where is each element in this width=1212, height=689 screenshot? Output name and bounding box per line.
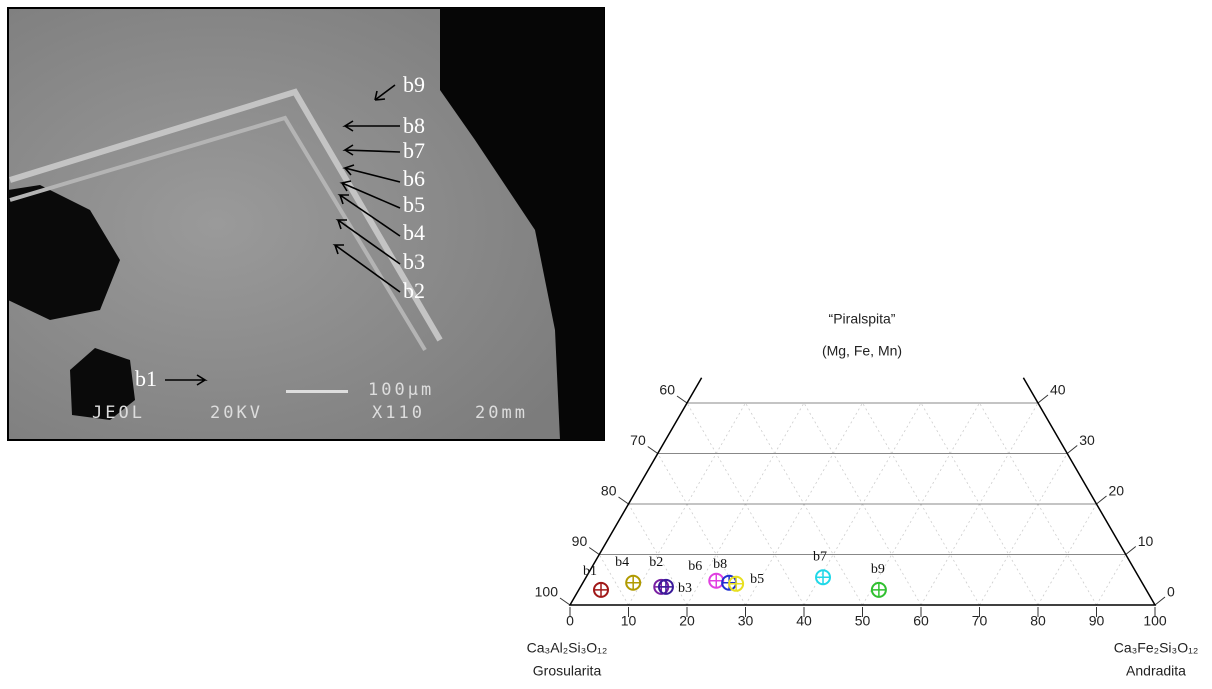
point-label: b9 <box>871 562 885 577</box>
right-tick-label: 20 <box>1109 483 1125 499</box>
point-label: b7 <box>813 549 827 564</box>
bottom-tick-label: 60 <box>913 613 929 629</box>
sem-image: b9 b8 b7 b6 b5 b4 b3 b2 b1 100μm JEOL 20… <box>8 8 604 440</box>
left-label: Grosularita <box>533 663 602 679</box>
scale-bar <box>286 390 348 393</box>
top-label: “Piralspita” <box>829 311 896 327</box>
left-tick-label: 90 <box>572 533 588 549</box>
bottom-tick-label: 80 <box>1030 613 1046 629</box>
tick-mark <box>677 396 687 403</box>
right-tick-label: 0 <box>1167 584 1175 600</box>
point-label: b8 <box>713 557 727 572</box>
tick-mark <box>619 497 629 504</box>
zone-label: b2 <box>403 278 425 303</box>
left-tick-label: 60 <box>659 382 675 398</box>
sem-footer: X110 <box>372 403 425 423</box>
data-point <box>659 580 673 594</box>
bottom-tick-label: 10 <box>621 613 637 629</box>
sem-footer: 20mm <box>475 403 528 423</box>
data-point <box>729 577 743 591</box>
zone-label: b8 <box>403 113 425 138</box>
left-tick-label: 80 <box>601 483 617 499</box>
tick-mark <box>1038 395 1048 403</box>
data-point <box>816 570 830 584</box>
sem-footer: 20KV <box>210 403 263 423</box>
top-label: (Mg, Fe, Mn) <box>822 343 902 359</box>
point-label: b6 <box>688 559 702 574</box>
bottom-tick-label: 30 <box>738 613 754 629</box>
triangle-outline <box>570 378 1155 605</box>
data-point <box>626 576 640 590</box>
right-label: Ca₃Fe₂Si₃O₁₂ <box>1114 640 1199 656</box>
scale-text: 100μm <box>368 380 434 400</box>
grid-line <box>980 454 1068 606</box>
right-tick-label: 10 <box>1138 533 1154 549</box>
point-label: b2 <box>649 555 663 570</box>
data-point <box>594 583 608 597</box>
tick-mark <box>1155 597 1165 605</box>
bottom-tick-label: 100 <box>1143 613 1167 629</box>
data-point <box>872 583 886 597</box>
tick-mark <box>560 598 570 605</box>
bottom-tick-label: 20 <box>679 613 695 629</box>
grid-line <box>1097 555 1126 606</box>
right-tick-label: 30 <box>1079 432 1095 448</box>
zone-label: b1 <box>135 366 157 391</box>
data-point <box>709 574 723 588</box>
sem-footer: JEOL <box>92 403 145 423</box>
tick-mark <box>1067 446 1077 454</box>
left-label: Ca₃Al₂Si₃O₁₂ <box>527 640 608 656</box>
tick-mark <box>1097 496 1107 504</box>
zone-label: b4 <box>403 220 425 245</box>
bottom-tick-label: 70 <box>972 613 988 629</box>
bottom-tick-label: 90 <box>1089 613 1105 629</box>
left-tick-label: 100 <box>535 584 559 600</box>
tick-mark <box>648 447 658 454</box>
point-label: b5 <box>750 572 764 587</box>
zone-label: b3 <box>403 249 425 274</box>
bottom-tick-label: 0 <box>566 613 574 629</box>
point-label: b3 <box>678 581 692 596</box>
bottom-tick-label: 40 <box>796 613 812 629</box>
point-label: b1 <box>583 564 597 579</box>
zone-label: b9 <box>403 72 425 97</box>
tick-mark <box>1126 547 1136 555</box>
figure: b9 b8 b7 b6 b5 b4 b3 b2 b1 100μm JEOL 20… <box>0 0 1212 684</box>
right-label: Andradita <box>1126 663 1186 679</box>
right-tick-label: 40 <box>1050 382 1066 398</box>
zone-label: b7 <box>403 138 425 163</box>
bottom-tick-label: 50 <box>855 613 871 629</box>
left-tick-label: 70 <box>630 432 646 448</box>
tick-mark <box>589 548 599 555</box>
point-label: b4 <box>615 555 629 570</box>
zone-label: b5 <box>403 192 425 217</box>
zone-label: b6 <box>403 166 425 191</box>
